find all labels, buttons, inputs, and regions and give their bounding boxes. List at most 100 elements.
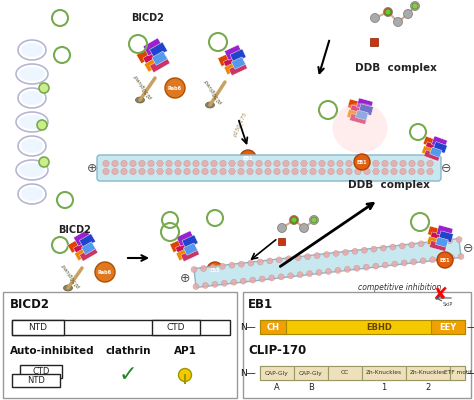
- FancyBboxPatch shape: [143, 49, 164, 66]
- Circle shape: [220, 160, 226, 167]
- FancyBboxPatch shape: [430, 147, 442, 158]
- Text: 2: 2: [425, 382, 430, 392]
- Circle shape: [219, 263, 226, 269]
- FancyBboxPatch shape: [170, 236, 192, 252]
- Text: SxiP: SxiP: [443, 302, 453, 308]
- Circle shape: [175, 160, 181, 167]
- Circle shape: [229, 168, 235, 175]
- Circle shape: [297, 272, 303, 278]
- FancyBboxPatch shape: [225, 45, 242, 60]
- Text: p150glued: p150glued: [204, 78, 224, 104]
- FancyBboxPatch shape: [347, 110, 366, 122]
- Circle shape: [248, 260, 254, 266]
- FancyBboxPatch shape: [433, 142, 447, 153]
- FancyBboxPatch shape: [73, 240, 92, 255]
- Circle shape: [139, 168, 145, 175]
- Text: BICD2: BICD2: [10, 298, 50, 310]
- Circle shape: [427, 160, 433, 167]
- FancyBboxPatch shape: [68, 235, 90, 253]
- Text: DDB  complex: DDB complex: [355, 63, 437, 73]
- Circle shape: [361, 247, 367, 253]
- Bar: [260, 320, 465, 334]
- FancyBboxPatch shape: [74, 244, 95, 260]
- Circle shape: [240, 150, 256, 166]
- Circle shape: [277, 224, 286, 232]
- FancyBboxPatch shape: [82, 242, 95, 254]
- Text: CH: CH: [266, 322, 280, 332]
- Text: BICD2: BICD2: [132, 13, 164, 23]
- Circle shape: [343, 249, 348, 255]
- Circle shape: [267, 258, 273, 264]
- FancyBboxPatch shape: [356, 98, 373, 111]
- Circle shape: [410, 2, 419, 10]
- Text: p150glued: p150glued: [134, 74, 154, 100]
- Text: ETF motif: ETF motif: [444, 370, 472, 376]
- Circle shape: [175, 168, 181, 175]
- Circle shape: [409, 168, 415, 175]
- Circle shape: [238, 160, 244, 167]
- Circle shape: [229, 262, 235, 268]
- FancyBboxPatch shape: [436, 237, 448, 247]
- Circle shape: [201, 266, 207, 272]
- Circle shape: [393, 18, 402, 26]
- Circle shape: [328, 160, 334, 167]
- FancyBboxPatch shape: [152, 51, 167, 65]
- FancyBboxPatch shape: [137, 44, 161, 63]
- Circle shape: [337, 168, 343, 175]
- Circle shape: [355, 168, 361, 175]
- Text: AP1: AP1: [173, 346, 196, 356]
- Text: N—: N—: [240, 368, 256, 378]
- FancyBboxPatch shape: [150, 56, 170, 72]
- Bar: [431, 320, 465, 334]
- Circle shape: [165, 78, 185, 98]
- FancyBboxPatch shape: [176, 246, 197, 260]
- Circle shape: [354, 154, 370, 170]
- Circle shape: [288, 273, 293, 279]
- Text: ⊖: ⊖: [463, 242, 473, 254]
- Text: Rab6: Rab6: [168, 86, 182, 90]
- Bar: [12, 374, 60, 387]
- Text: EBHD: EBHD: [366, 322, 392, 332]
- Circle shape: [290, 216, 299, 224]
- Circle shape: [391, 168, 397, 175]
- Circle shape: [139, 160, 145, 167]
- Circle shape: [193, 284, 199, 290]
- Circle shape: [210, 264, 216, 270]
- Circle shape: [458, 254, 464, 260]
- Circle shape: [39, 157, 49, 167]
- Circle shape: [220, 168, 226, 175]
- Text: ⊖: ⊖: [441, 162, 451, 174]
- Circle shape: [400, 160, 406, 167]
- Circle shape: [392, 261, 398, 267]
- Circle shape: [391, 160, 397, 167]
- Circle shape: [256, 160, 262, 167]
- Text: p150glued: p150glued: [62, 263, 82, 289]
- FancyBboxPatch shape: [150, 42, 167, 58]
- Circle shape: [283, 168, 289, 175]
- Circle shape: [300, 224, 309, 232]
- Circle shape: [211, 160, 217, 167]
- FancyBboxPatch shape: [230, 49, 246, 63]
- Circle shape: [166, 168, 172, 175]
- Circle shape: [221, 280, 228, 286]
- Circle shape: [211, 168, 217, 175]
- Circle shape: [291, 217, 297, 223]
- Circle shape: [364, 160, 370, 167]
- Circle shape: [240, 278, 246, 284]
- FancyBboxPatch shape: [143, 38, 163, 56]
- Circle shape: [265, 168, 271, 175]
- Circle shape: [179, 368, 191, 382]
- FancyBboxPatch shape: [359, 104, 373, 115]
- Circle shape: [401, 260, 407, 266]
- FancyBboxPatch shape: [430, 232, 447, 244]
- Circle shape: [380, 245, 386, 251]
- Circle shape: [333, 250, 339, 256]
- Text: EB1: EB1: [243, 156, 253, 160]
- Text: NTD: NTD: [28, 323, 47, 332]
- Bar: [260, 320, 286, 334]
- Circle shape: [265, 160, 271, 167]
- Text: B: B: [308, 382, 314, 392]
- FancyBboxPatch shape: [439, 231, 453, 242]
- Bar: [450, 366, 465, 380]
- Circle shape: [418, 160, 424, 167]
